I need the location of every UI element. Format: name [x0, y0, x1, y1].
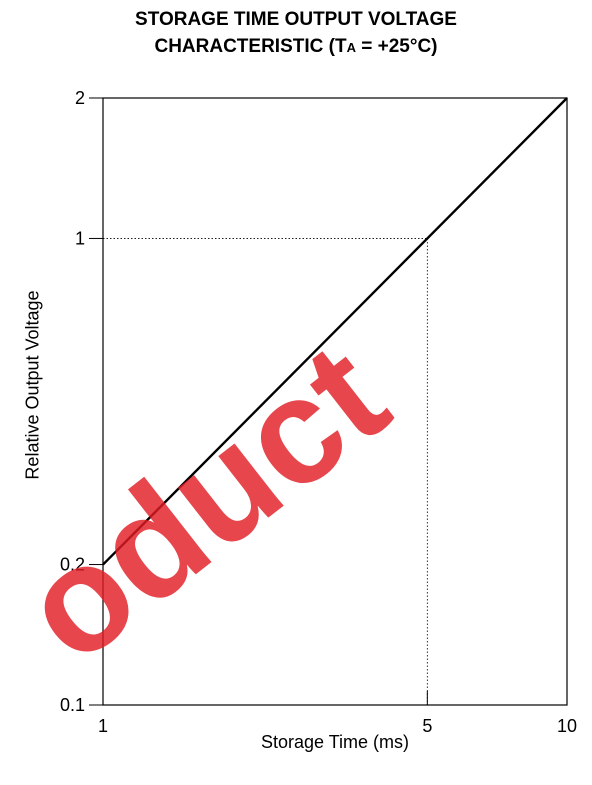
title-line2-prefix: CHARACTERISTIC (T — [154, 36, 347, 57]
title-subscript: A — [346, 40, 356, 55]
title-line2-suffix: = +25°C) — [355, 36, 438, 57]
x-tick-label: 1 — [98, 716, 108, 736]
chart-title-line2: CHARACTERISTIC (TA = +25°C) — [0, 33, 592, 61]
y-tick-label: 1 — [75, 228, 85, 248]
y-tick-label: 0.1 — [60, 695, 85, 715]
x-axis-label: Storage Time (ms) — [260, 732, 410, 752]
chart-title-line1: STORAGE TIME OUTPUT VOLTAGE — [135, 9, 457, 30]
x-tick-label: 10 — [557, 716, 577, 736]
y-tick-label: 2 — [75, 88, 85, 108]
x-tick-label: 5 — [422, 716, 432, 736]
y-tick-label: 0.2 — [60, 555, 85, 575]
y-axis-label: Relative Output Voltage — [22, 290, 43, 480]
series-line — [102, 97, 568, 566]
plot-frame — [102, 97, 568, 706]
